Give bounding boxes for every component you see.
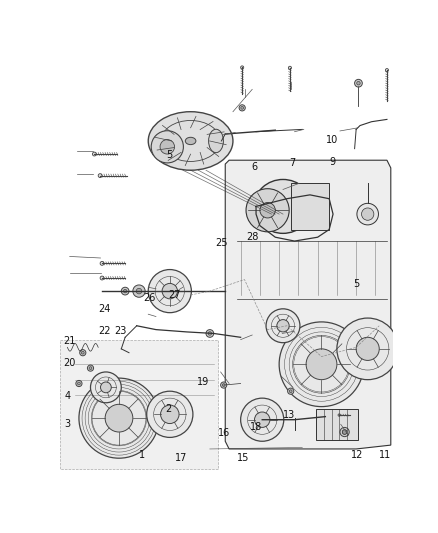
Circle shape: [161, 405, 179, 424]
Text: 25: 25: [215, 238, 227, 248]
Text: 16: 16: [219, 427, 230, 438]
Circle shape: [89, 367, 92, 369]
Circle shape: [81, 351, 84, 354]
Ellipse shape: [148, 112, 233, 170]
Ellipse shape: [185, 138, 196, 144]
Circle shape: [288, 388, 294, 394]
Circle shape: [206, 329, 214, 337]
Circle shape: [92, 152, 96, 156]
Circle shape: [100, 276, 104, 280]
Text: 3: 3: [64, 419, 71, 429]
Circle shape: [133, 285, 145, 297]
Circle shape: [124, 289, 127, 293]
Circle shape: [355, 79, 362, 87]
Circle shape: [266, 309, 300, 343]
Circle shape: [223, 384, 225, 386]
Circle shape: [245, 184, 248, 188]
Text: 26: 26: [143, 293, 156, 303]
Circle shape: [80, 350, 86, 356]
Circle shape: [337, 318, 399, 379]
Circle shape: [100, 382, 111, 393]
Circle shape: [279, 322, 364, 407]
Text: 15: 15: [237, 453, 249, 463]
Circle shape: [91, 372, 121, 403]
Bar: [60, 340, 218, 469]
Circle shape: [260, 203, 276, 218]
Circle shape: [246, 189, 289, 232]
Text: 4: 4: [64, 391, 71, 401]
Ellipse shape: [254, 180, 312, 233]
Circle shape: [290, 390, 292, 393]
Circle shape: [239, 105, 245, 111]
Circle shape: [243, 182, 251, 189]
Circle shape: [234, 334, 240, 340]
Text: 5: 5: [353, 279, 359, 289]
Circle shape: [288, 66, 291, 69]
Text: 11: 11: [378, 450, 391, 459]
Circle shape: [357, 203, 378, 225]
Circle shape: [385, 69, 389, 71]
Circle shape: [147, 391, 193, 438]
Text: 17: 17: [175, 453, 187, 463]
Circle shape: [235, 335, 238, 338]
Text: 5: 5: [166, 150, 172, 160]
Circle shape: [306, 349, 337, 379]
Text: 10: 10: [326, 135, 339, 145]
Circle shape: [254, 412, 270, 427]
Circle shape: [100, 262, 104, 265]
Circle shape: [208, 332, 212, 335]
Text: 12: 12: [351, 450, 363, 459]
Text: 7: 7: [289, 158, 295, 168]
Circle shape: [356, 337, 379, 360]
Text: 20: 20: [63, 358, 75, 368]
Circle shape: [340, 427, 349, 437]
Circle shape: [76, 381, 82, 386]
Text: 6: 6: [252, 163, 258, 172]
Text: 21: 21: [63, 336, 75, 346]
Text: 18: 18: [251, 422, 263, 432]
Text: 23: 23: [115, 326, 127, 336]
Circle shape: [136, 288, 142, 294]
Circle shape: [343, 430, 346, 434]
Text: 2: 2: [166, 403, 172, 414]
Circle shape: [361, 208, 374, 220]
Text: 28: 28: [246, 232, 258, 242]
Circle shape: [78, 382, 80, 385]
Text: 27: 27: [168, 289, 181, 300]
Text: 22: 22: [98, 326, 110, 336]
Text: 1: 1: [139, 450, 145, 459]
Circle shape: [151, 131, 184, 163]
Circle shape: [121, 287, 129, 295]
Text: 13: 13: [283, 410, 295, 420]
Circle shape: [342, 430, 347, 434]
Circle shape: [357, 82, 360, 85]
Circle shape: [98, 174, 102, 177]
Circle shape: [221, 382, 227, 388]
Text: 19: 19: [198, 377, 210, 387]
Bar: [316, 409, 358, 440]
Bar: [291, 183, 329, 230]
Circle shape: [338, 414, 340, 416]
Text: 9: 9: [329, 157, 336, 167]
Circle shape: [241, 107, 244, 109]
Circle shape: [88, 365, 94, 371]
Circle shape: [79, 378, 159, 458]
Circle shape: [105, 405, 133, 432]
Text: 24: 24: [98, 304, 110, 314]
Circle shape: [162, 284, 177, 299]
Circle shape: [160, 140, 175, 154]
Circle shape: [277, 320, 289, 332]
Ellipse shape: [208, 130, 223, 152]
Circle shape: [240, 398, 284, 441]
Circle shape: [240, 66, 244, 69]
Polygon shape: [225, 160, 391, 449]
Circle shape: [148, 270, 191, 313]
